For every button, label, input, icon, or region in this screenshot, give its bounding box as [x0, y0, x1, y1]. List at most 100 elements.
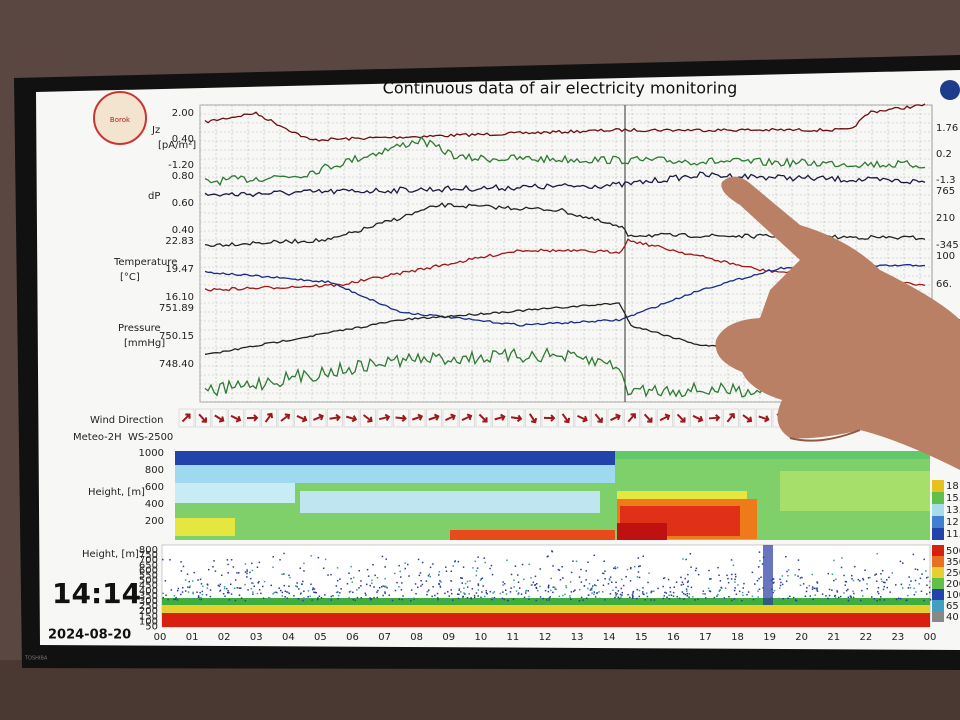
lidar-speck — [741, 591, 744, 594]
lidar-speck — [760, 576, 762, 578]
wind-station: Meteo-2H — [73, 432, 122, 443]
lidar-speck — [637, 557, 640, 559]
lidar-speck — [734, 581, 736, 583]
lidar-speck — [240, 597, 243, 599]
lidar-speck — [888, 576, 890, 579]
lidar-speck — [694, 599, 696, 601]
lidar-speck — [429, 566, 432, 569]
sodar-band — [450, 530, 615, 540]
lidar-speck — [532, 581, 535, 584]
lidar-speck — [632, 595, 634, 597]
sodar-band — [780, 471, 930, 511]
wind-arrow — [411, 413, 424, 421]
wind-cell — [607, 408, 624, 428]
lidar-speck — [542, 597, 544, 600]
lidar-speck — [636, 597, 638, 600]
tick-label: 250 — [139, 601, 158, 612]
lidar-speck — [585, 579, 587, 581]
lidar-speck — [918, 583, 920, 585]
lidar-speck — [481, 591, 483, 593]
lidar-speck — [618, 597, 621, 600]
lidar-speck — [614, 592, 617, 594]
lidar-speck — [309, 595, 311, 597]
lidar-speck — [226, 587, 228, 590]
right-tick-label: 210 — [936, 213, 955, 224]
sodar-band — [175, 518, 235, 536]
lidar-speck — [469, 580, 471, 582]
lidar-speck — [480, 578, 483, 580]
lidar-speck — [192, 592, 194, 595]
wind-cell — [624, 408, 640, 428]
lidar-speck — [630, 567, 632, 569]
lidar-speck — [502, 581, 504, 583]
lidar-speck — [895, 598, 898, 601]
lidar-speck — [164, 580, 167, 582]
lidar-speck — [350, 565, 352, 568]
lidar-speck — [513, 579, 515, 581]
lidar-speck — [587, 587, 589, 590]
lidar-speck — [419, 572, 422, 574]
lidar-speck — [238, 572, 240, 574]
lidar-speck — [515, 590, 518, 592]
wind-arrow — [510, 414, 523, 423]
lidar-speck — [814, 594, 816, 596]
lidar-speck — [502, 591, 504, 593]
wind-cell — [739, 408, 756, 428]
lidar-speck — [629, 596, 631, 599]
lidar-speck — [506, 559, 508, 561]
lidar-label: Height, [m] — [82, 549, 139, 560]
lidar-speck — [499, 592, 502, 595]
wind-cell — [228, 408, 244, 428]
lidar-speck — [632, 596, 634, 598]
lidar-speck — [593, 591, 595, 593]
lidar-speck — [916, 568, 919, 571]
lidar-speck — [483, 557, 485, 559]
hour-label: 23 — [892, 632, 905, 643]
lidar-speck — [785, 556, 787, 558]
lidar-speck — [374, 574, 376, 577]
tick-label: 751.89 — [159, 303, 194, 314]
lidar-speck — [925, 577, 928, 579]
lidar-speck — [296, 582, 298, 584]
lidar-speck — [908, 584, 911, 586]
legend-label: 350 — [946, 557, 960, 568]
lidar-speck — [758, 577, 760, 580]
lidar-speck — [611, 581, 613, 583]
wind-cell — [409, 408, 426, 428]
lidar-speck — [682, 558, 684, 560]
lidar-speck — [632, 592, 634, 594]
hour-label: 15 — [635, 632, 648, 643]
lidar-speck — [869, 576, 871, 579]
lidar-speck — [860, 599, 862, 602]
lidar-speck — [585, 570, 587, 572]
tick-label: 500 — [139, 576, 158, 587]
lidar-speck — [875, 580, 878, 582]
lidar-speck — [377, 589, 379, 592]
trace — [204, 136, 926, 187]
right-tick-label: -1.3 — [936, 175, 956, 186]
lidar-speck — [669, 586, 671, 589]
lidar-speck — [457, 597, 460, 600]
lidar-speck — [238, 594, 241, 596]
lidar-speck — [485, 589, 487, 592]
lidar-speck — [612, 589, 614, 591]
lidar-speck — [209, 589, 212, 591]
lidar-speck — [724, 587, 727, 589]
lidar-speck — [645, 592, 648, 594]
lidar-speck — [246, 576, 248, 578]
lidar-speck — [206, 587, 209, 589]
lidar-speck — [708, 569, 710, 572]
lidar-speck — [335, 585, 338, 587]
tick-label: -1.20 — [168, 160, 194, 171]
lidar-speck — [929, 591, 931, 594]
lidar-speck — [786, 570, 788, 573]
lidar-speck — [840, 595, 842, 598]
lidar-speck — [378, 587, 381, 589]
lidar-speck — [721, 587, 723, 589]
hour-label: 09 — [442, 632, 455, 643]
lidar-speck — [695, 567, 698, 570]
lidar-speck — [593, 593, 595, 595]
lidar-speck — [348, 596, 350, 599]
lidar-speck — [293, 595, 295, 597]
lidar-speck — [199, 591, 201, 594]
